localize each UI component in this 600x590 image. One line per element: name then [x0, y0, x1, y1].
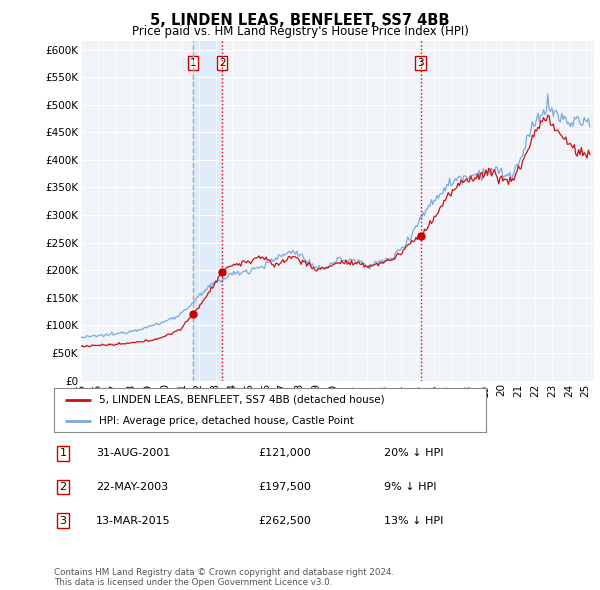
Point	[188, 309, 198, 319]
Text: 13-MAR-2015: 13-MAR-2015	[96, 516, 170, 526]
Text: 2: 2	[219, 58, 226, 68]
Text: 1: 1	[59, 448, 67, 458]
Text: 3: 3	[417, 58, 424, 68]
Text: £121,000: £121,000	[258, 448, 311, 458]
Text: 5, LINDEN LEAS, BENFLEET, SS7 4BB (detached house): 5, LINDEN LEAS, BENFLEET, SS7 4BB (detac…	[100, 395, 385, 405]
Text: 31-AUG-2001: 31-AUG-2001	[96, 448, 170, 458]
Text: 20% ↓ HPI: 20% ↓ HPI	[384, 448, 443, 458]
Text: Price paid vs. HM Land Registry's House Price Index (HPI): Price paid vs. HM Land Registry's House …	[131, 25, 469, 38]
Point	[416, 231, 425, 241]
Bar	[193, 41, 222, 381]
Text: £197,500: £197,500	[258, 482, 311, 492]
Text: 1: 1	[190, 58, 196, 68]
Text: 9% ↓ HPI: 9% ↓ HPI	[384, 482, 437, 492]
Text: 3: 3	[59, 516, 67, 526]
Text: Contains HM Land Registry data © Crown copyright and database right 2024.
This d: Contains HM Land Registry data © Crown c…	[54, 568, 394, 587]
Text: 5, LINDEN LEAS, BENFLEET, SS7 4BB: 5, LINDEN LEAS, BENFLEET, SS7 4BB	[150, 13, 450, 28]
Point	[217, 267, 227, 276]
Text: 22-MAY-2003: 22-MAY-2003	[96, 482, 168, 492]
Text: 13% ↓ HPI: 13% ↓ HPI	[384, 516, 443, 526]
Text: HPI: Average price, detached house, Castle Point: HPI: Average price, detached house, Cast…	[100, 416, 354, 426]
Text: £262,500: £262,500	[258, 516, 311, 526]
Text: 2: 2	[59, 482, 67, 492]
